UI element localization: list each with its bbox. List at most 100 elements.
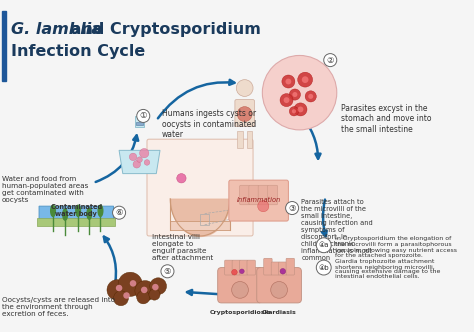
Circle shape: [112, 206, 126, 219]
Circle shape: [133, 161, 140, 168]
Circle shape: [292, 92, 297, 97]
Circle shape: [239, 269, 244, 274]
FancyBboxPatch shape: [279, 262, 287, 275]
Circle shape: [144, 160, 150, 165]
FancyBboxPatch shape: [229, 180, 288, 221]
Ellipse shape: [63, 209, 67, 220]
Circle shape: [137, 291, 150, 304]
FancyBboxPatch shape: [286, 258, 294, 275]
Circle shape: [283, 97, 290, 103]
Text: ④a: ④a: [319, 242, 329, 248]
FancyBboxPatch shape: [258, 185, 268, 205]
Text: Giardiasis: Giardiasis: [262, 310, 296, 315]
Text: Water and food from
human-populated areas
get contaminated with
oocysts: Water and food from human-populated area…: [2, 176, 88, 204]
Text: Oocysts/cysts are released into
the environment through
excretion of feces.: Oocysts/cysts are released into the envi…: [2, 297, 115, 317]
FancyBboxPatch shape: [239, 260, 248, 275]
FancyBboxPatch shape: [235, 100, 255, 126]
Circle shape: [177, 174, 186, 183]
Polygon shape: [119, 150, 160, 174]
Text: ①: ①: [139, 112, 147, 121]
Text: G. lamblia: G. lamblia: [11, 22, 102, 37]
Bar: [246, 131, 252, 147]
Circle shape: [262, 55, 337, 130]
Text: In Cryptosporidium the elongation of
the microvilli form a parasitophorous
vacuo: In Cryptosporidium the elongation of the…: [335, 236, 457, 270]
Bar: [237, 131, 243, 147]
Circle shape: [137, 110, 150, 123]
FancyBboxPatch shape: [239, 185, 250, 205]
Text: Cryptosporidiosis: Cryptosporidiosis: [210, 310, 271, 315]
Ellipse shape: [98, 205, 103, 216]
Text: ④b: ④b: [319, 265, 329, 271]
Circle shape: [130, 280, 137, 287]
Circle shape: [107, 280, 128, 300]
Circle shape: [280, 94, 293, 107]
Circle shape: [302, 76, 309, 83]
FancyBboxPatch shape: [257, 268, 301, 303]
Circle shape: [298, 107, 303, 112]
Circle shape: [289, 107, 299, 116]
Text: and Cryptosporidium: and Cryptosporidium: [65, 22, 261, 37]
Circle shape: [289, 89, 301, 100]
Text: Intestinal villi
elongate to
engulf parasite
after attachment: Intestinal villi elongate to engulf para…: [152, 234, 213, 261]
Circle shape: [298, 72, 312, 87]
Circle shape: [292, 109, 296, 113]
Polygon shape: [39, 206, 113, 222]
Text: Contaminated
water body: Contaminated water body: [50, 204, 102, 217]
Circle shape: [308, 94, 313, 99]
Circle shape: [286, 202, 299, 214]
Bar: [2, 11, 6, 81]
Text: ⑥: ⑥: [115, 208, 123, 217]
Circle shape: [118, 272, 142, 296]
Circle shape: [116, 285, 122, 291]
Circle shape: [135, 281, 155, 301]
Circle shape: [141, 287, 147, 293]
Circle shape: [113, 291, 128, 306]
Circle shape: [150, 278, 166, 294]
Circle shape: [237, 107, 252, 122]
FancyBboxPatch shape: [264, 258, 272, 275]
Bar: [170, 221, 230, 230]
FancyBboxPatch shape: [249, 185, 259, 205]
FancyBboxPatch shape: [147, 139, 253, 236]
Circle shape: [324, 53, 337, 67]
Circle shape: [139, 148, 149, 158]
FancyBboxPatch shape: [232, 260, 240, 275]
Text: Infection Cycle: Infection Cycle: [11, 44, 146, 59]
Circle shape: [316, 260, 331, 275]
Circle shape: [149, 289, 160, 300]
Ellipse shape: [76, 205, 81, 216]
Circle shape: [152, 284, 159, 290]
Circle shape: [161, 265, 174, 278]
Text: Parasites attach to
the microvilli of the
small intestine,
causing infection and: Parasites attach to the microvilli of th…: [301, 199, 373, 261]
FancyBboxPatch shape: [267, 185, 278, 205]
Text: Inflammation: Inflammation: [237, 197, 281, 203]
Circle shape: [237, 80, 253, 96]
Circle shape: [129, 153, 137, 161]
Circle shape: [123, 292, 130, 299]
Circle shape: [285, 79, 292, 84]
Circle shape: [258, 201, 269, 212]
Ellipse shape: [87, 208, 91, 219]
FancyBboxPatch shape: [218, 268, 262, 303]
Text: ②: ②: [327, 56, 334, 65]
Bar: [135, 116, 144, 127]
Text: ③: ③: [288, 204, 296, 212]
FancyBboxPatch shape: [247, 260, 255, 275]
Text: Humans ingests cysts or
oocysts in contaminated
water: Humans ingests cysts or oocysts in conta…: [162, 110, 256, 139]
Circle shape: [305, 91, 316, 102]
Bar: [136, 122, 143, 125]
Text: ⑤: ⑤: [164, 267, 171, 276]
Ellipse shape: [51, 205, 55, 216]
Circle shape: [282, 75, 295, 88]
FancyBboxPatch shape: [271, 262, 280, 275]
Circle shape: [232, 270, 237, 275]
Bar: [37, 218, 115, 226]
Circle shape: [316, 238, 331, 253]
Text: causing extensive damage to the
intestinal endothelial cells.: causing extensive damage to the intestin…: [335, 269, 440, 279]
Circle shape: [294, 103, 307, 116]
Text: Parasites excyst in the
stomach and move into
the small intestine: Parasites excyst in the stomach and move…: [341, 104, 432, 134]
Bar: [200, 213, 210, 225]
Circle shape: [271, 282, 287, 298]
Circle shape: [232, 282, 248, 298]
Circle shape: [280, 269, 286, 274]
